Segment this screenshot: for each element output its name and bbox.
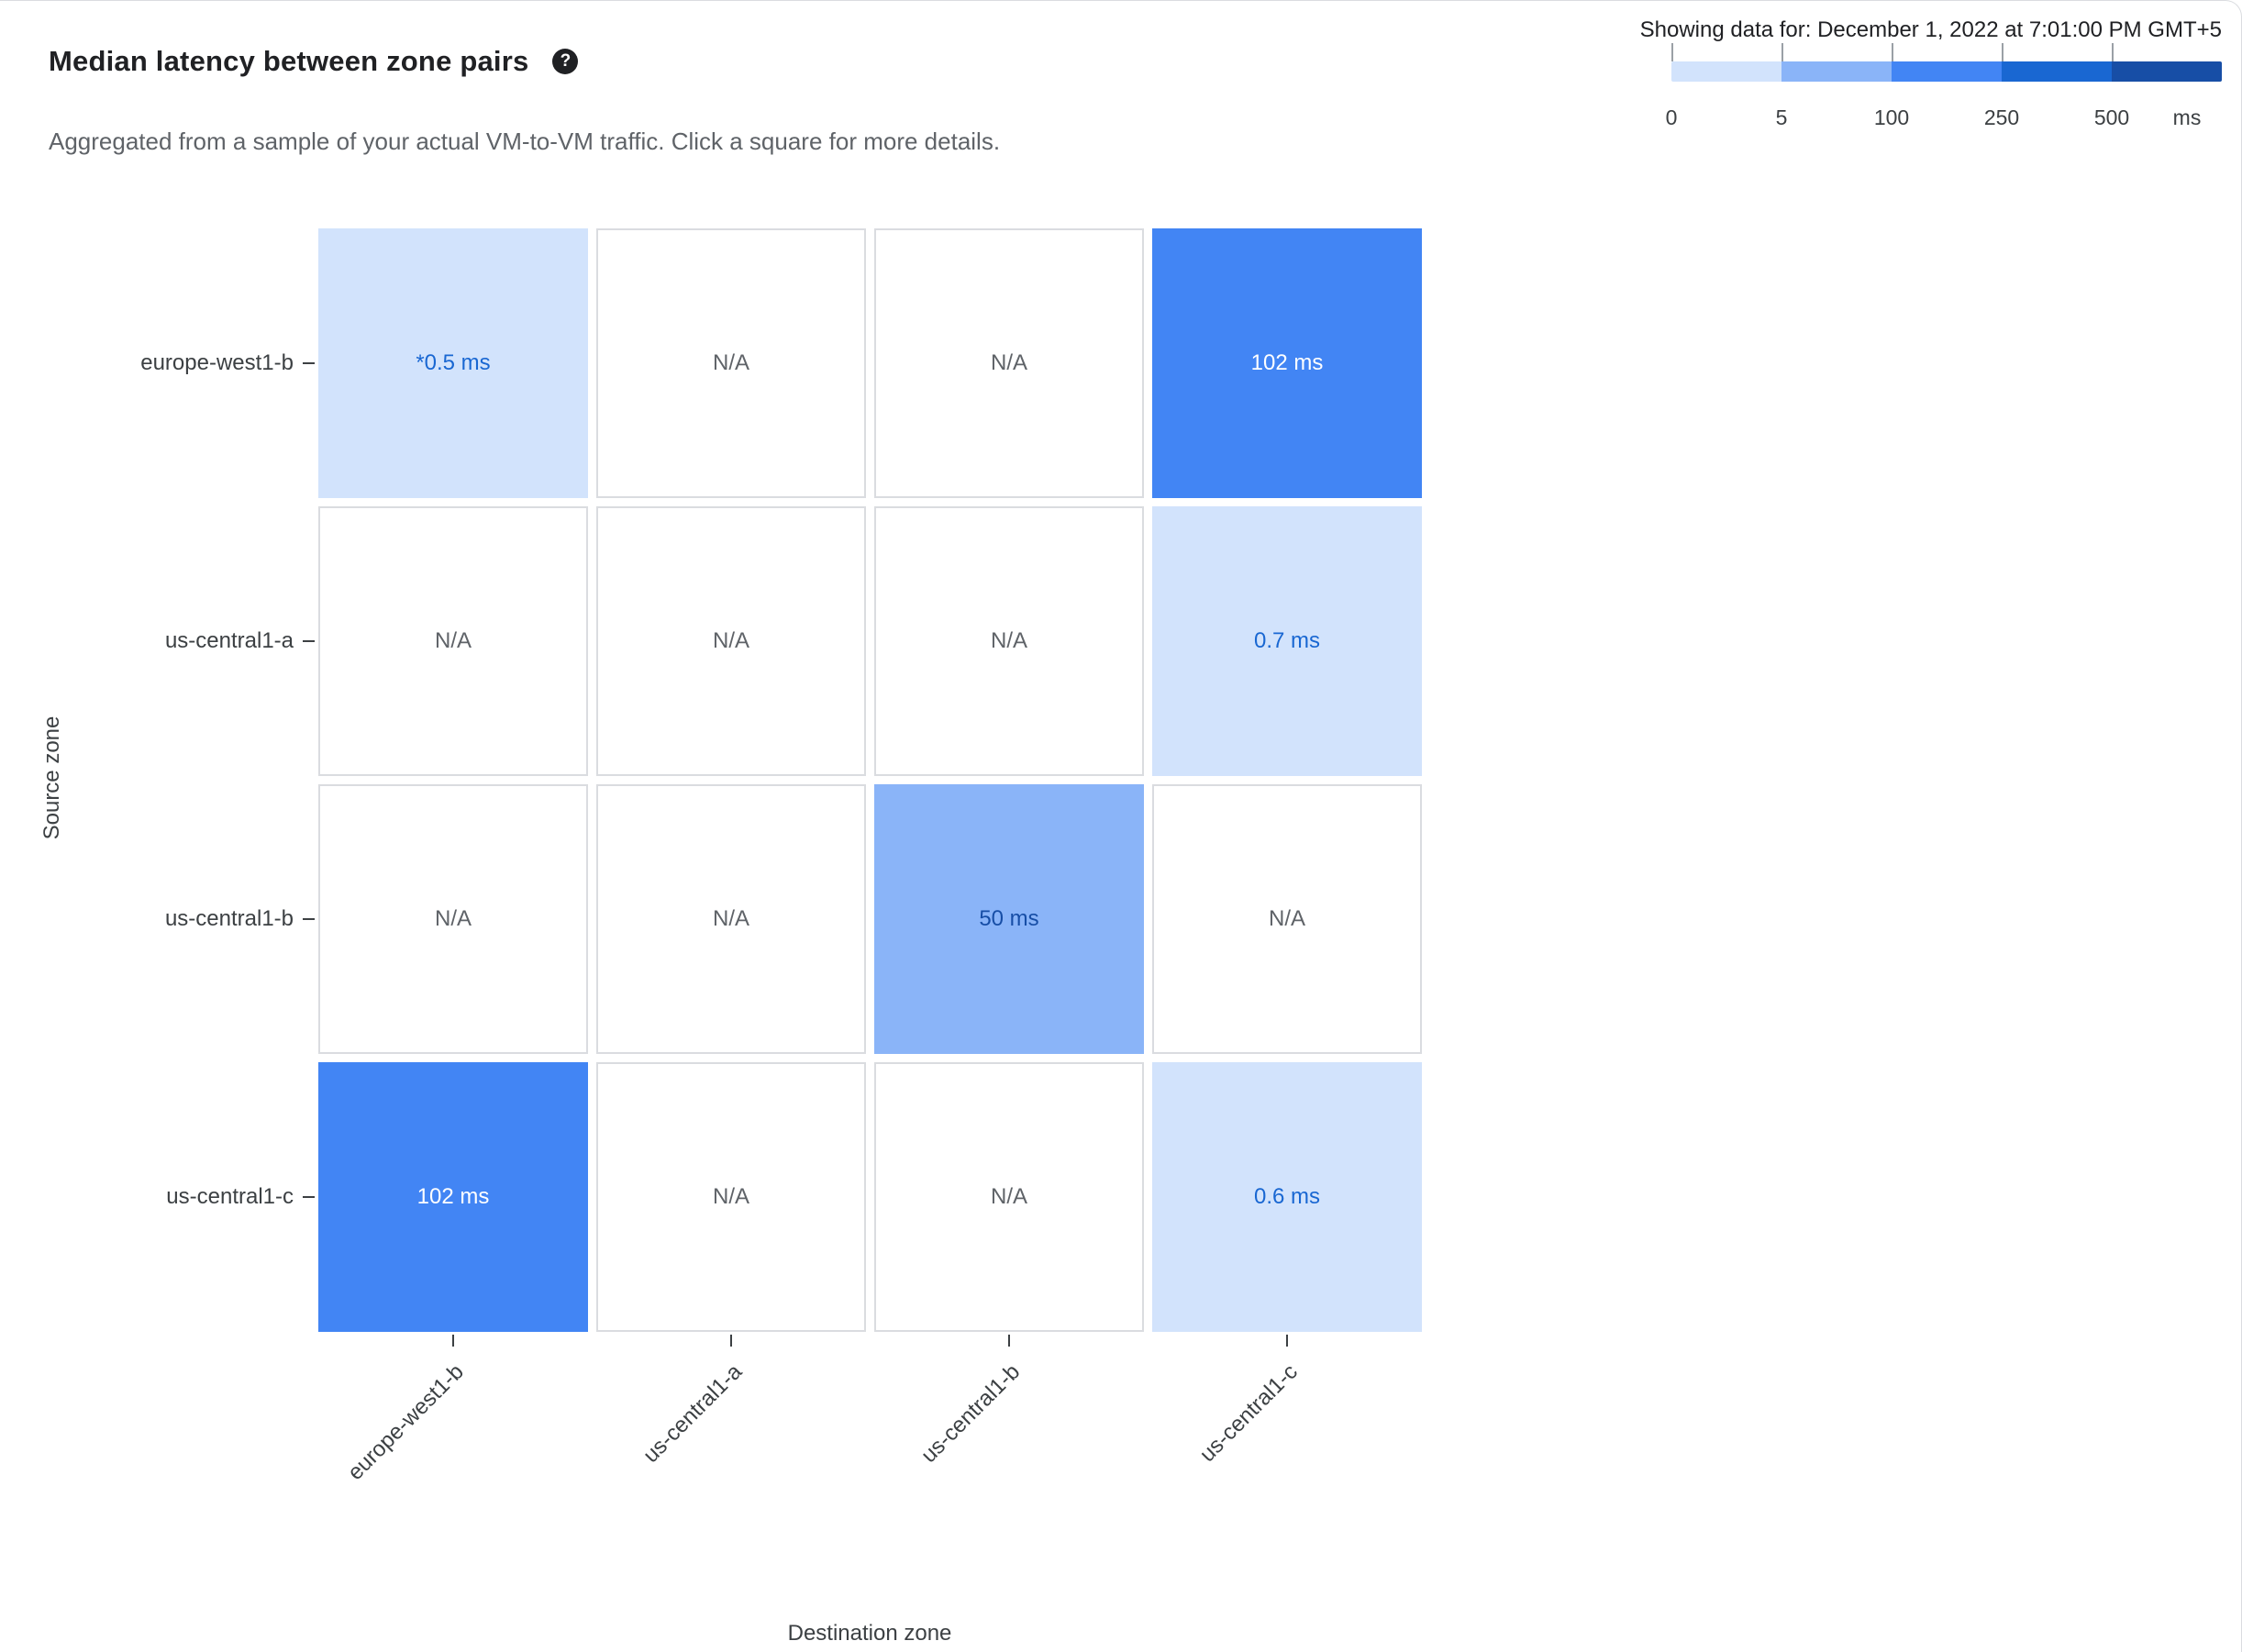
legend-segment-250: [2002, 61, 2112, 82]
legend-bar: [1671, 61, 2222, 82]
row-label-text: us-central1-b: [164, 906, 294, 931]
legend-tick-250: [2002, 43, 2003, 61]
heatmap-cell-us-central1-a-to-us-central1-c[interactable]: 0.7 ms: [1152, 506, 1422, 776]
x-axis-title: Destination zone: [787, 1621, 952, 1646]
y-axis-tick: [303, 362, 315, 364]
showing-data-label: Showing data for: December 1, 2022 at 7:…: [1639, 17, 2222, 42]
col-label-us-central1-c: us-central1-c: [1194, 1359, 1304, 1468]
legend-tick-5: [1781, 43, 1783, 61]
row-label-us-central1-b: us-central1-b: [165, 784, 315, 1054]
x-axis-tick-us-central1-a: [730, 1335, 732, 1347]
heatmap-cell-us-central1-c-to-us-central1-a[interactable]: N/A: [596, 1062, 866, 1332]
latency-color-legend: 0 5 100 250 500 ms: [1666, 43, 2222, 140]
x-axis-tick-labels: europe-west1-b us-central1-a us-central1-b…: [318, 1332, 1422, 1607]
row-label-text: europe-west1-b: [140, 350, 294, 375]
heatmap-cell-us-central1-b-to-europe-west1-b[interactable]: N/A: [318, 784, 588, 1054]
heatmap-cell-us-central1-b-to-us-central1-c[interactable]: N/A: [1152, 784, 1422, 1054]
row-label-text: us-central1-a: [164, 628, 294, 653]
legend-tick-label-250: 250: [1983, 105, 2020, 129]
heatmap-cell-europe-west1-b-to-us-central1-a[interactable]: N/A: [596, 228, 866, 498]
heatmap-cell-us-central1-c-to-europe-west1-b[interactable]: 102 ms: [318, 1062, 588, 1332]
col-label-us-central1-a: us-central1-a: [638, 1359, 748, 1469]
x-axis-tick-us-central1-c: [1286, 1335, 1288, 1347]
heatmap-grid: *0.5 ms N/A N/A 102 ms N/A N/A N/A 0.7 ms N/A N/A…: [318, 228, 1422, 1332]
legend-tick-500: [2112, 43, 2114, 61]
heatmap-cell-us-central1-a-to-europe-west1-b[interactable]: N/A: [318, 506, 588, 776]
col-label-us-central1-b: us-central1-b: [916, 1359, 1026, 1469]
heatmap-cell-us-central1-b-to-us-central1-a[interactable]: N/A: [596, 784, 866, 1054]
page-title: Median latency between zone pairs: [49, 45, 529, 77]
legend-segment-100: [1892, 61, 2002, 82]
legend-segment-0: [1671, 61, 1781, 82]
x-axis-tick-europe-west1-b: [452, 1335, 454, 1347]
y-axis-tick-labels: europe-west1-b us-central1-a us-central1-b…: [0, 228, 315, 1332]
heatmap-cell-europe-west1-b-to-us-central1-b[interactable]: N/A: [874, 228, 1144, 498]
row-label-europe-west1-b: europe-west1-b: [140, 228, 315, 498]
heatmap-cell-us-central1-a-to-us-central1-a[interactable]: N/A: [596, 506, 866, 776]
legend-segment-500: [2112, 61, 2222, 82]
row-label-us-central1-c: us-central1-c: [166, 1062, 315, 1332]
row-label-text: us-central1-c: [166, 1184, 294, 1209]
legend-tick-100: [1892, 43, 1893, 61]
row-label-us-central1-a: us-central1-a: [165, 506, 315, 776]
y-axis-tick: [303, 1196, 315, 1198]
header: Median latency between zone pairs ?: [49, 45, 579, 78]
col-label-europe-west1-b: europe-west1-b: [343, 1359, 470, 1486]
legend-tick-label-5: 5: [1775, 105, 1788, 129]
heatmap-cell-europe-west1-b-to-us-central1-c[interactable]: 102 ms: [1152, 228, 1422, 498]
heatmap-cell-us-central1-c-to-us-central1-c[interactable]: 0.6 ms: [1152, 1062, 1422, 1332]
y-axis-tick: [303, 918, 315, 920]
legend-tick-label-100: 100: [1873, 105, 1910, 129]
legend-tick-0: [1671, 43, 1673, 61]
x-axis-tick-us-central1-b: [1008, 1335, 1010, 1347]
legend-segment-5: [1781, 61, 1892, 82]
help-icon[interactable]: ?: [552, 49, 579, 74]
heatmap-cell-us-central1-b-to-us-central1-b[interactable]: 50 ms: [874, 784, 1144, 1054]
subtitle: Aggregated from a sample of your actual …: [49, 128, 1001, 155]
heatmap-cell-us-central1-a-to-us-central1-b[interactable]: N/A: [874, 506, 1144, 776]
legend-unit-label: ms: [2172, 105, 2202, 129]
legend-tick-label-0: 0: [1665, 105, 1678, 129]
legend-tick-label-500: 500: [2093, 105, 2130, 129]
heatmap-cell-europe-west1-b-to-europe-west1-b[interactable]: *0.5 ms: [318, 228, 588, 498]
heatmap-cell-us-central1-c-to-us-central1-b[interactable]: N/A: [874, 1062, 1144, 1332]
y-axis-tick: [303, 640, 315, 642]
